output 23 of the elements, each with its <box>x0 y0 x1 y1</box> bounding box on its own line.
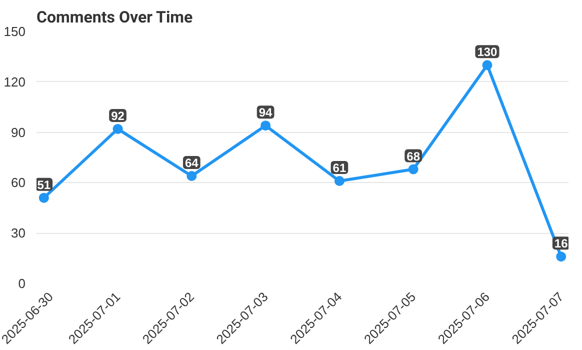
point <box>334 176 344 186</box>
data-label: 92 <box>111 108 125 123</box>
point <box>38 192 49 203</box>
y-tick-label: 90 <box>11 124 26 140</box>
point <box>556 252 566 262</box>
data-label: 68 <box>406 149 420 164</box>
y-tick-label: 0 <box>18 276 26 291</box>
data-label: 16 <box>554 236 568 251</box>
data-label: 94 <box>258 106 273 120</box>
data-label: 61 <box>332 161 346 176</box>
point <box>112 124 123 134</box>
data-label: 51 <box>37 178 51 192</box>
point <box>186 170 197 181</box>
chart-title: Comments Over Time <box>36 8 194 26</box>
data-label: 130 <box>477 45 498 60</box>
y-tick-label: 30 <box>11 226 26 241</box>
point <box>482 60 492 70</box>
point <box>408 164 418 174</box>
y-tick-label: 150 <box>4 24 26 39</box>
y-tick-label: 120 <box>4 74 26 90</box>
y-tick-label: 60 <box>11 175 26 190</box>
point <box>260 120 271 131</box>
data-label: 64 <box>184 156 199 170</box>
